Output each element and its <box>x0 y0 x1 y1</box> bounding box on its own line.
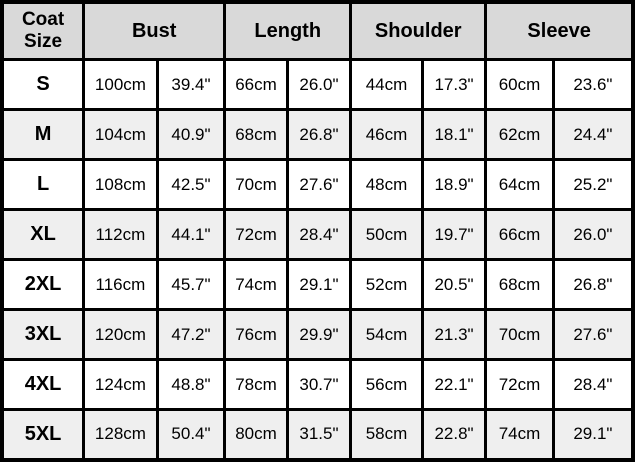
table-row-5xl: 5XL 128cm 50.4" 80cm 31.5" 58cm 22.8" 74… <box>0 408 635 461</box>
shoulder-in-cell: 20.5" <box>420 258 488 311</box>
shoulder-in-cell: 22.8" <box>420 408 488 461</box>
bust-in-cell: 40.9" <box>155 108 227 161</box>
length-cm-cell: 78cm <box>223 358 289 411</box>
bust-cm-cell: 120cm <box>82 308 159 361</box>
size-cell: M <box>0 108 86 161</box>
sleeve-cm-cell: 70cm <box>484 308 555 361</box>
header-length: Length <box>223 0 353 61</box>
size-cell: 5XL <box>0 408 86 461</box>
bust-cm-cell: 116cm <box>82 258 159 311</box>
shoulder-cm-cell: 48cm <box>349 158 424 211</box>
bust-in-cell: 47.2" <box>155 308 227 361</box>
length-in-cell: 26.8" <box>285 108 353 161</box>
sleeve-in-cell: 27.6" <box>551 308 635 361</box>
shoulder-in-cell: 18.1" <box>420 108 488 161</box>
table-row-4xl: 4XL 124cm 48.8" 78cm 30.7" 56cm 22.1" 72… <box>0 358 635 411</box>
sleeve-cm-cell: 60cm <box>484 58 555 111</box>
sleeve-cm-cell: 68cm <box>484 258 555 311</box>
bust-cm-cell: 108cm <box>82 158 159 211</box>
table-row-2xl: 2XL 116cm 45.7" 74cm 29.1" 52cm 20.5" 68… <box>0 258 635 311</box>
length-cm-cell: 70cm <box>223 158 289 211</box>
sleeve-in-cell: 25.2" <box>551 158 635 211</box>
header-coat-size: Coat Size <box>0 0 86 61</box>
shoulder-cm-cell: 46cm <box>349 108 424 161</box>
length-cm-cell: 72cm <box>223 208 289 261</box>
sleeve-in-cell: 24.4" <box>551 108 635 161</box>
bust-in-cell: 42.5" <box>155 158 227 211</box>
bust-cm-cell: 112cm <box>82 208 159 261</box>
shoulder-in-cell: 19.7" <box>420 208 488 261</box>
bust-cm-cell: 100cm <box>82 58 159 111</box>
sleeve-in-cell: 26.0" <box>551 208 635 261</box>
length-cm-cell: 80cm <box>223 408 289 461</box>
size-cell: XL <box>0 208 86 261</box>
length-cm-cell: 76cm <box>223 308 289 361</box>
length-in-cell: 29.9" <box>285 308 353 361</box>
table-row-3xl: 3XL 120cm 47.2" 76cm 29.9" 54cm 21.3" 70… <box>0 308 635 361</box>
shoulder-cm-cell: 56cm <box>349 358 424 411</box>
header-shoulder: Shoulder <box>349 0 488 61</box>
length-in-cell: 29.1" <box>285 258 353 311</box>
bust-cm-cell: 124cm <box>82 358 159 411</box>
shoulder-cm-cell: 50cm <box>349 208 424 261</box>
bust-in-cell: 39.4" <box>155 58 227 111</box>
header-sleeve: Sleeve <box>484 0 635 61</box>
shoulder-cm-cell: 54cm <box>349 308 424 361</box>
sleeve-in-cell: 23.6" <box>551 58 635 111</box>
length-cm-cell: 66cm <box>223 58 289 111</box>
shoulder-in-cell: 18.9" <box>420 158 488 211</box>
table-row-m: M 104cm 40.9" 68cm 26.8" 46cm 18.1" 62cm… <box>0 108 635 161</box>
length-in-cell: 28.4" <box>285 208 353 261</box>
size-cell: L <box>0 158 86 211</box>
size-cell: 2XL <box>0 258 86 311</box>
bust-in-cell: 50.4" <box>155 408 227 461</box>
table-row-xl: XL 112cm 44.1" 72cm 28.4" 50cm 19.7" 66c… <box>0 208 635 261</box>
header-bust: Bust <box>82 0 227 61</box>
sleeve-cm-cell: 66cm <box>484 208 555 261</box>
size-cell: 4XL <box>0 358 86 411</box>
shoulder-cm-cell: 58cm <box>349 408 424 461</box>
shoulder-in-cell: 17.3" <box>420 58 488 111</box>
header-row: Coat Size Bust Length Shoulder Sleeve <box>0 0 635 61</box>
length-in-cell: 26.0" <box>285 58 353 111</box>
bust-cm-cell: 128cm <box>82 408 159 461</box>
shoulder-in-cell: 22.1" <box>420 358 488 411</box>
sleeve-in-cell: 28.4" <box>551 358 635 411</box>
length-cm-cell: 68cm <box>223 108 289 161</box>
shoulder-cm-cell: 52cm <box>349 258 424 311</box>
bust-in-cell: 48.8" <box>155 358 227 411</box>
size-cell: S <box>0 58 86 111</box>
sleeve-cm-cell: 64cm <box>484 158 555 211</box>
shoulder-in-cell: 21.3" <box>420 308 488 361</box>
sleeve-cm-cell: 62cm <box>484 108 555 161</box>
bust-cm-cell: 104cm <box>82 108 159 161</box>
length-cm-cell: 74cm <box>223 258 289 311</box>
bust-in-cell: 45.7" <box>155 258 227 311</box>
bust-in-cell: 44.1" <box>155 208 227 261</box>
size-cell: 3XL <box>0 308 86 361</box>
sleeve-cm-cell: 72cm <box>484 358 555 411</box>
sleeve-in-cell: 26.8" <box>551 258 635 311</box>
sleeve-cm-cell: 74cm <box>484 408 555 461</box>
shoulder-cm-cell: 44cm <box>349 58 424 111</box>
table-row-l: L 108cm 42.5" 70cm 27.6" 48cm 18.9" 64cm… <box>0 158 635 211</box>
table-row-s: S 100cm 39.4" 66cm 26.0" 44cm 17.3" 60cm… <box>0 58 635 111</box>
length-in-cell: 31.5" <box>285 408 353 461</box>
length-in-cell: 27.6" <box>285 158 353 211</box>
length-in-cell: 30.7" <box>285 358 353 411</box>
sleeve-in-cell: 29.1" <box>551 408 635 461</box>
